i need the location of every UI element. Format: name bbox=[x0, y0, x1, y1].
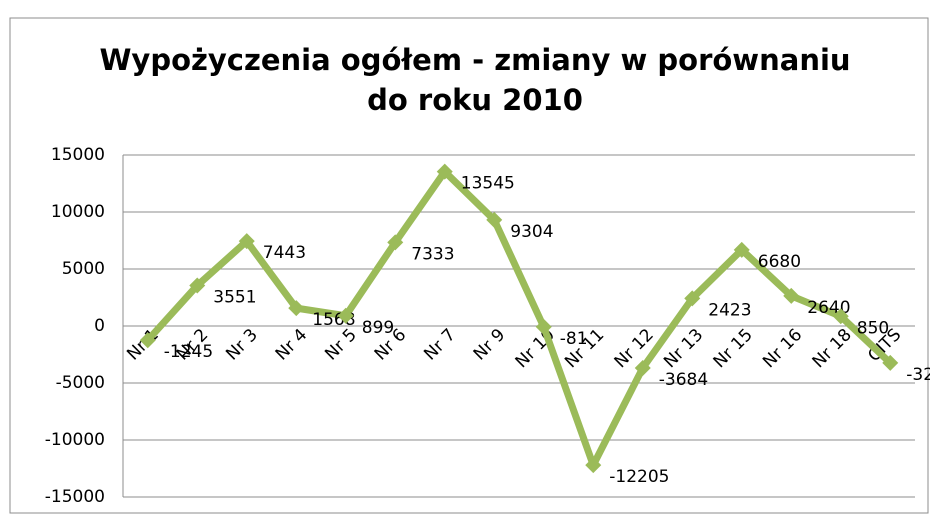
data-label: -12205 bbox=[609, 467, 669, 487]
data-marker bbox=[238, 233, 255, 250]
data-marker bbox=[387, 234, 404, 251]
y-tick-label: -10000 bbox=[45, 430, 105, 450]
y-tick-label: -15000 bbox=[45, 487, 105, 507]
data-label: -3684 bbox=[659, 370, 708, 390]
data-marker bbox=[684, 290, 701, 307]
data-label: 7333 bbox=[411, 244, 454, 264]
data-label: 9304 bbox=[510, 222, 553, 242]
data-label: 899 bbox=[362, 318, 394, 338]
data-marker bbox=[337, 307, 354, 324]
chart-frame bbox=[9, 17, 929, 514]
y-tick-label: 5000 bbox=[62, 259, 105, 279]
data-label: 7443 bbox=[263, 243, 306, 263]
data-label: 850 bbox=[857, 318, 889, 338]
y-tick-label: -5000 bbox=[56, 373, 105, 393]
data-label: -3239 bbox=[906, 365, 930, 385]
data-line bbox=[145, 168, 893, 469]
data-marker bbox=[288, 300, 305, 317]
data-label: 6680 bbox=[758, 252, 801, 272]
data-marker bbox=[535, 318, 552, 335]
data-label: 13545 bbox=[461, 174, 515, 194]
data-marker bbox=[436, 163, 453, 180]
data-marker bbox=[486, 211, 503, 228]
chart-title: do roku 2010 bbox=[367, 83, 583, 117]
data-label: 3551 bbox=[213, 288, 256, 308]
data-marker bbox=[189, 277, 206, 294]
data-marker bbox=[733, 241, 750, 258]
data-marker bbox=[634, 359, 651, 376]
data-marker bbox=[882, 354, 899, 371]
data-marker bbox=[832, 308, 849, 325]
chart-title: Wypożyczenia ogółem - zmiany w porównani… bbox=[99, 43, 850, 77]
data-marker bbox=[139, 332, 156, 349]
data-marker bbox=[585, 457, 602, 474]
y-tick-label: 10000 bbox=[51, 202, 105, 222]
y-tick-label: 0 bbox=[94, 316, 105, 336]
data-marker bbox=[783, 287, 800, 304]
y-tick-label: 15000 bbox=[51, 145, 105, 165]
data-label: -81 bbox=[560, 329, 588, 349]
data-label: 2423 bbox=[708, 300, 751, 320]
data-label: -1245 bbox=[164, 342, 213, 362]
